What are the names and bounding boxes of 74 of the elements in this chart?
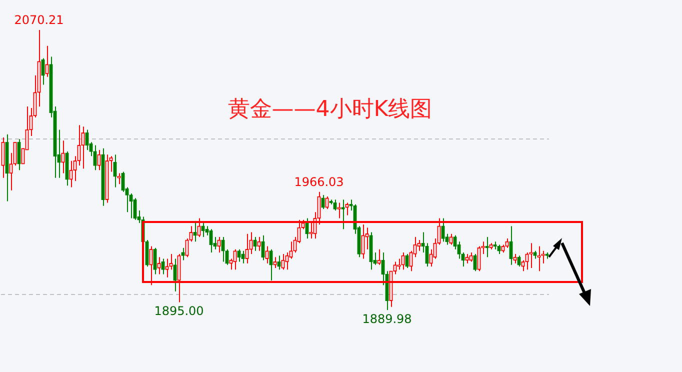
candlestick [309,220,313,240]
candlestick [253,236,257,252]
candlestick [397,258,401,270]
candlestick [473,254,477,272]
candlestick [449,233,453,246]
candlestick [477,246,481,272]
candlestick [277,255,281,270]
candlestick [41,58,45,86]
candlestick [237,248,241,262]
candlestick [269,248,273,281]
candlestick [261,234,265,261]
candlestick [469,252,473,262]
candlestick [465,254,469,264]
candlestick [525,252,529,270]
annotation: 2070.21 [13,13,65,27]
candlestick [161,258,165,275]
candlestick [537,246,541,272]
candlestick [157,256,161,275]
annotation: 1966.03 [293,174,345,189]
candlestick [153,247,157,275]
candlestick [85,129,89,150]
candlestick [165,258,169,278]
candlestick [201,222,205,238]
candlestick [197,218,201,238]
candlestick [497,244,501,255]
candlestick [485,236,489,258]
candlestick [81,126,85,170]
annotation: 1889.98 [361,312,413,326]
candlestick [121,171,125,192]
candlestick [193,222,197,242]
candlestick [245,233,249,264]
candlestick [233,248,237,270]
candlestick [333,199,337,212]
candlestick [377,248,381,266]
candlestick [509,226,513,266]
candlestick [305,218,309,240]
candlestick [93,144,97,171]
candlestick [177,254,181,303]
candlestick [273,256,277,269]
candlestick [361,224,365,260]
candlestick [337,202,341,219]
candlestick [257,236,261,252]
candlestick [401,252,405,270]
candlestick [517,255,521,267]
candlestick [217,236,221,253]
candlestick [529,242,533,269]
candlestick [221,236,225,262]
candlestick [117,172,121,185]
candlestick [441,218,445,242]
candlestick [97,149,101,171]
candlestick [345,202,349,216]
candlestick [209,228,213,253]
candlestick [241,250,245,264]
candlestick [513,254,517,264]
annotation: 1895.00 [153,304,205,318]
candlestick [173,258,177,292]
candlestick [69,160,73,188]
candlestick [61,140,65,174]
candlestick [505,238,509,248]
candlestick [321,194,325,210]
candlestick [285,252,289,270]
candlestick [453,234,457,250]
candlestick [325,196,329,210]
candlestick [133,198,137,220]
candlestick [17,138,21,171]
text: 黄金——4小时K线图 [226,96,434,124]
candlestick [405,254,409,269]
candlestick [281,254,285,270]
candlestick [45,45,49,78]
candlestick [149,246,153,286]
candlestick [113,154,117,188]
candlestick [181,247,185,261]
candlestick [265,246,269,264]
candlestick [341,199,345,230]
